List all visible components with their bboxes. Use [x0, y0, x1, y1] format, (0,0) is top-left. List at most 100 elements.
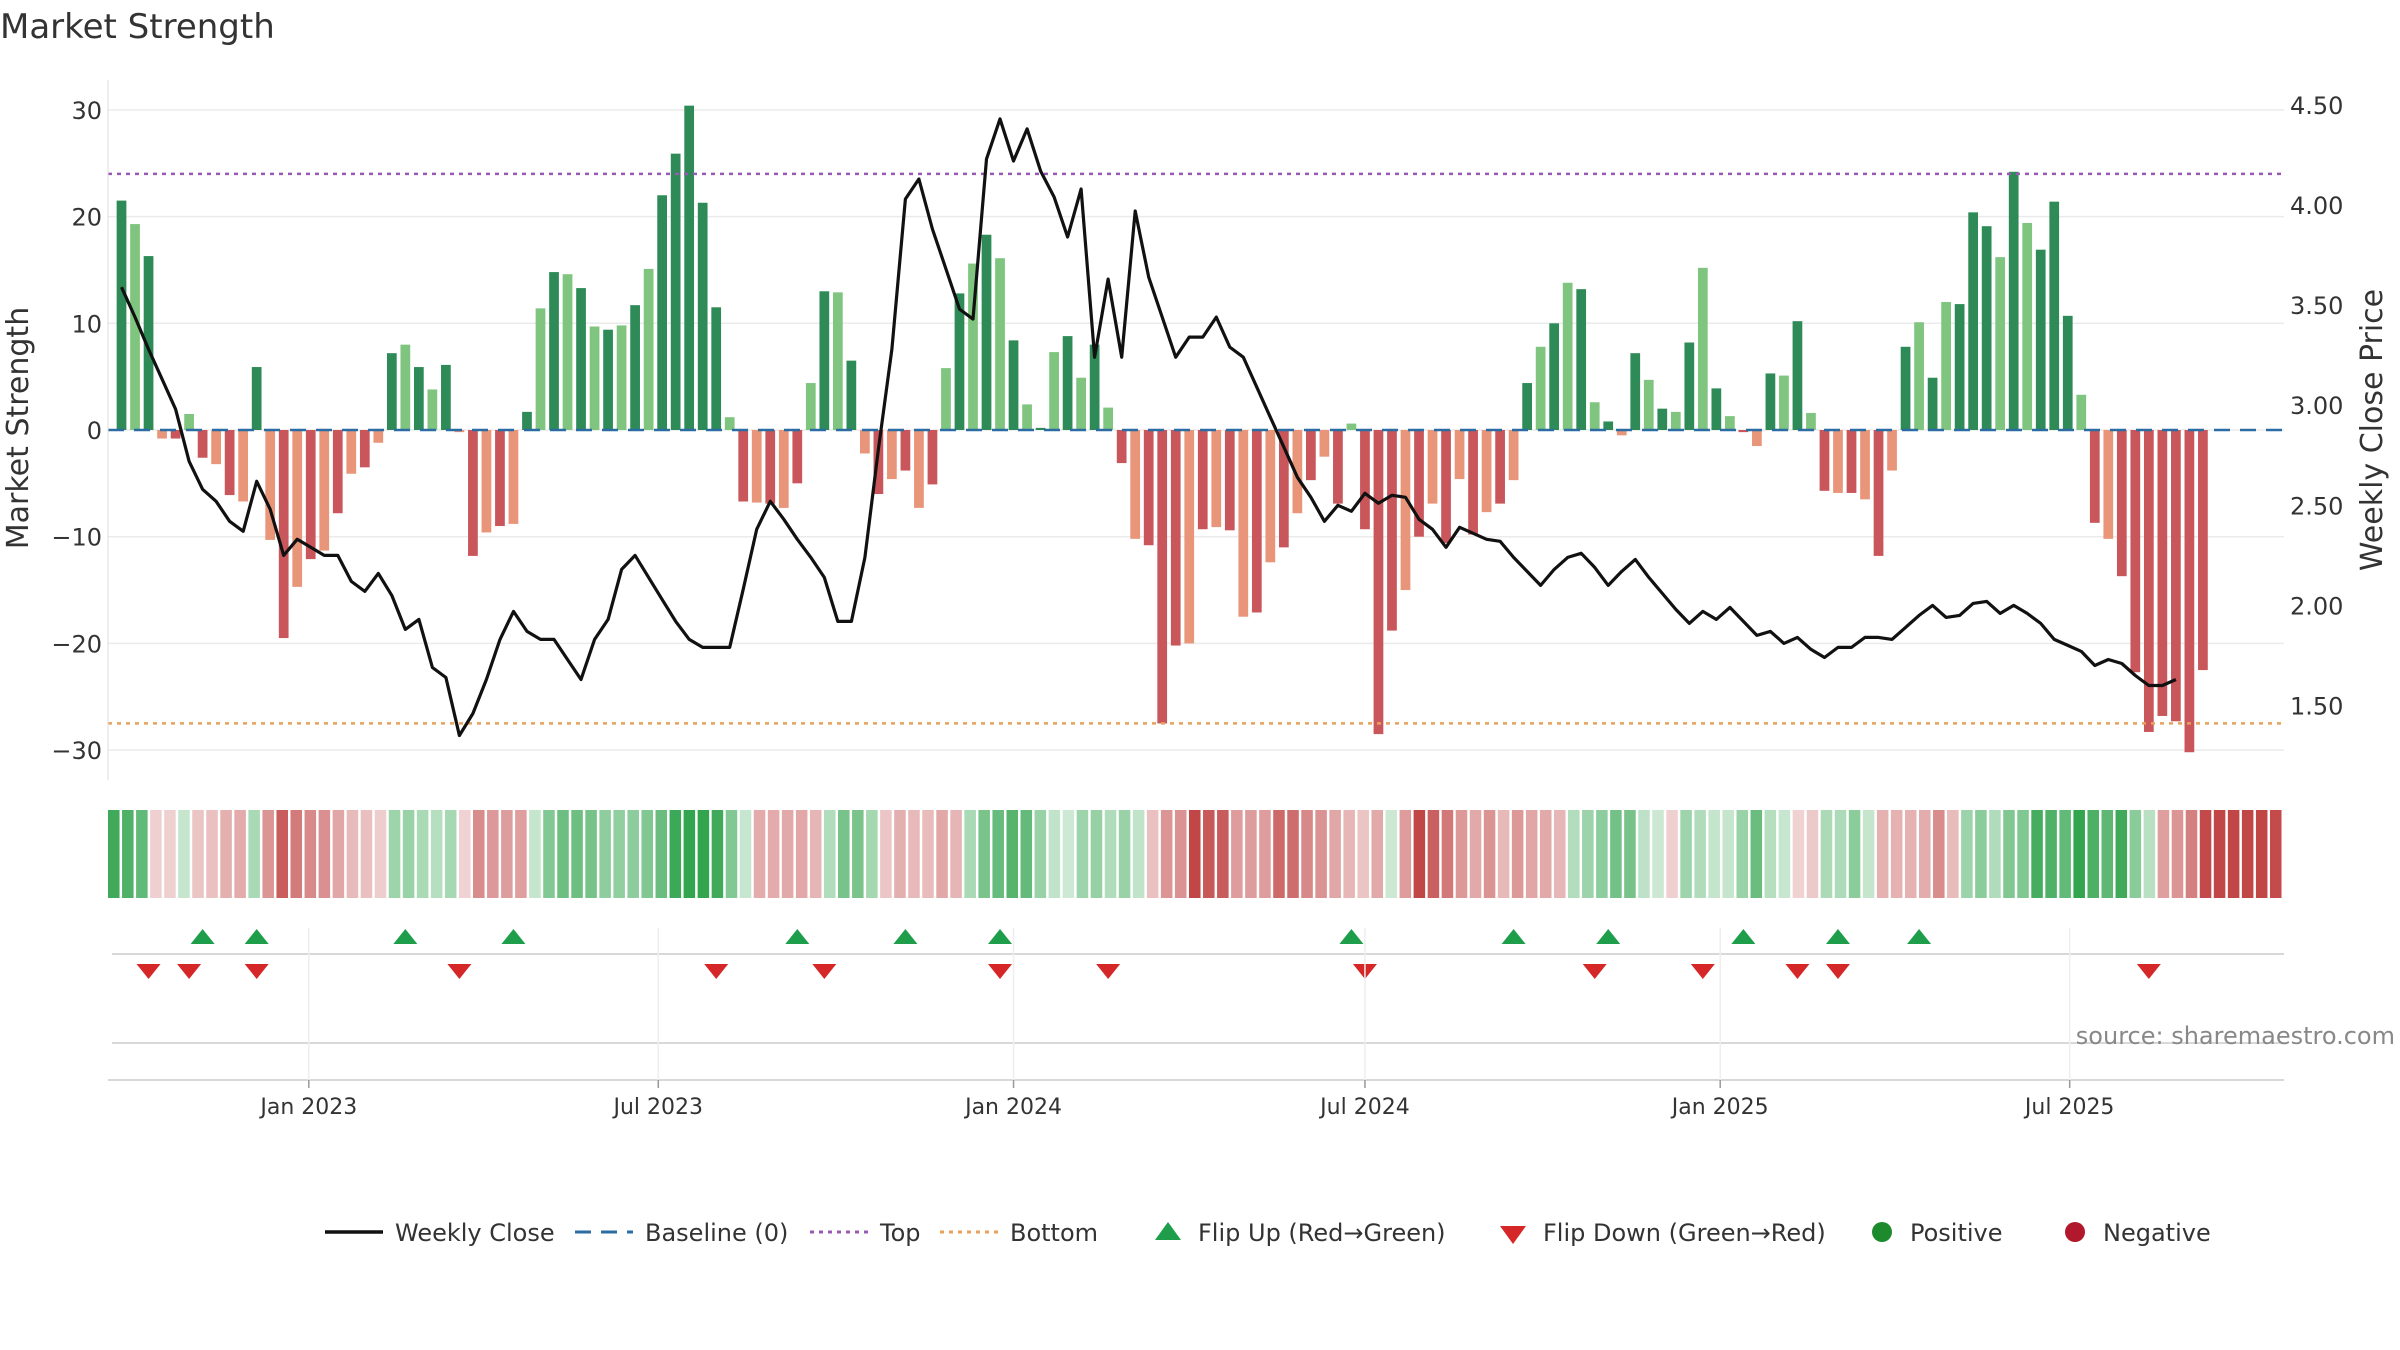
- heat-cell: [1343, 810, 1355, 898]
- flip-down-marker: [177, 964, 202, 979]
- strength-bar: [643, 268, 654, 430]
- heat-cell: [444, 810, 457, 898]
- flip-down-marker: [1785, 964, 1810, 979]
- legend-item: Baseline (0): [575, 1219, 788, 1247]
- heat-cell: [711, 810, 724, 898]
- heat-cell: [838, 810, 850, 898]
- strength-bar: [508, 430, 519, 524]
- flip-down-marker: [812, 964, 837, 979]
- heat-cell: [739, 810, 752, 898]
- strength-bar: [427, 389, 438, 430]
- heat-cell: [1834, 810, 1847, 898]
- strength-bar: [954, 293, 965, 430]
- heat-cell: [1862, 810, 1875, 898]
- strength-bar: [1319, 430, 1330, 457]
- strength-bar: [1576, 289, 1587, 430]
- strength-bar: [386, 353, 397, 430]
- strength-bar: [2198, 430, 2208, 671]
- legend-item: Positive: [1872, 1219, 2003, 1247]
- heat-cell: [2045, 810, 2057, 898]
- strength-bar: [1035, 427, 1046, 430]
- heat-cell: [683, 810, 696, 898]
- strength-bar: [1860, 430, 1870, 500]
- strength-bar: [724, 417, 735, 430]
- strength-bar: [535, 308, 546, 430]
- strength-bar: [2157, 430, 2168, 716]
- heat-cell: [2185, 810, 2198, 898]
- strength-bar: [1130, 430, 1141, 539]
- heat-cell: [220, 810, 232, 898]
- heat-cell: [262, 810, 274, 898]
- heat-cell: [1933, 810, 1945, 898]
- heat-cell: [360, 810, 373, 898]
- heat-cell: [1876, 810, 1889, 898]
- y2-tick-label: 3.00: [2290, 392, 2343, 420]
- flip-down-marker: [704, 964, 729, 979]
- strength-bar: [2171, 430, 2181, 722]
- strength-bar: [1873, 430, 1884, 556]
- strength-bar: [1143, 430, 1154, 546]
- x-tick-label: Jul 2025: [2023, 1095, 2115, 1120]
- strength-bar: [1941, 301, 1951, 430]
- flip-down-marker: [447, 964, 472, 979]
- strength-bar: [184, 413, 194, 430]
- legend-label: Bottom: [1010, 1219, 1098, 1247]
- heat-cell: [2129, 810, 2142, 898]
- heat-cell: [1680, 810, 1692, 898]
- strength-bar: [1522, 383, 1532, 430]
- heat-cell: [978, 810, 990, 898]
- heat-cell: [2115, 810, 2128, 898]
- heat-cell: [2031, 810, 2043, 898]
- legend-label: Baseline (0): [645, 1219, 788, 1247]
- heat-cell: [641, 810, 654, 898]
- strength-bar: [711, 307, 722, 430]
- legend: Weekly Close Baseline (0) Top Bottom Flip Up…: [325, 1219, 2211, 1247]
- heat-cell: [416, 810, 429, 898]
- heat-cell: [473, 810, 485, 898]
- legend-label: Top: [879, 1219, 921, 1247]
- heat-cell: [1427, 810, 1440, 898]
- strength-bar: [1806, 412, 1816, 430]
- heat-cell: [880, 810, 892, 898]
- heat-cell: [767, 810, 780, 898]
- strength-bar: [819, 291, 830, 430]
- legend-label: Positive: [1910, 1219, 2003, 1247]
- strength-bar: [1373, 430, 1384, 735]
- strength-bar: [359, 430, 370, 468]
- heat-cell: [164, 810, 176, 898]
- heat-cell: [1624, 810, 1636, 898]
- heat-cell: [922, 810, 934, 898]
- flip-up-marker: [1501, 929, 1526, 944]
- heat-cell: [304, 810, 317, 898]
- strength-bar: [1184, 430, 1195, 644]
- heat-cell: [1146, 810, 1159, 898]
- flip-up-marker: [1731, 929, 1756, 944]
- heat-cell: [2143, 810, 2156, 898]
- legend-swatch-circle: [2065, 1222, 2085, 1242]
- strength-bar: [2022, 223, 2033, 430]
- y2-tick-label: 1.50: [2290, 693, 2343, 721]
- heat-cell: [781, 810, 794, 898]
- heat-cell: [1076, 810, 1089, 898]
- heat-cell: [318, 810, 331, 898]
- strength-bar: [1697, 267, 1708, 430]
- strength-bar: [1157, 430, 1168, 724]
- strength-bar: [1738, 430, 1749, 433]
- heat-cell: [2017, 810, 2029, 898]
- heat-cell: [2255, 810, 2268, 898]
- heat-cell: [1399, 810, 1412, 898]
- flip-down-marker: [2136, 964, 2161, 979]
- heat-cell: [206, 810, 218, 898]
- legend-label: Negative: [2103, 1219, 2211, 1247]
- legend-swatch-tri-down: [1500, 1226, 1526, 1244]
- legend-item: Flip Down (Green→Red): [1500, 1219, 1826, 1247]
- strength-bar: [1779, 375, 1789, 430]
- strength-bar: [1224, 430, 1235, 531]
- strength-bar: [1468, 430, 1478, 535]
- heat-cell: [809, 810, 822, 898]
- strength-bar: [1089, 344, 1100, 430]
- strength-bar: [1508, 430, 1519, 481]
- heat-cell: [1792, 810, 1805, 898]
- strength-heat-strip: [108, 810, 2282, 898]
